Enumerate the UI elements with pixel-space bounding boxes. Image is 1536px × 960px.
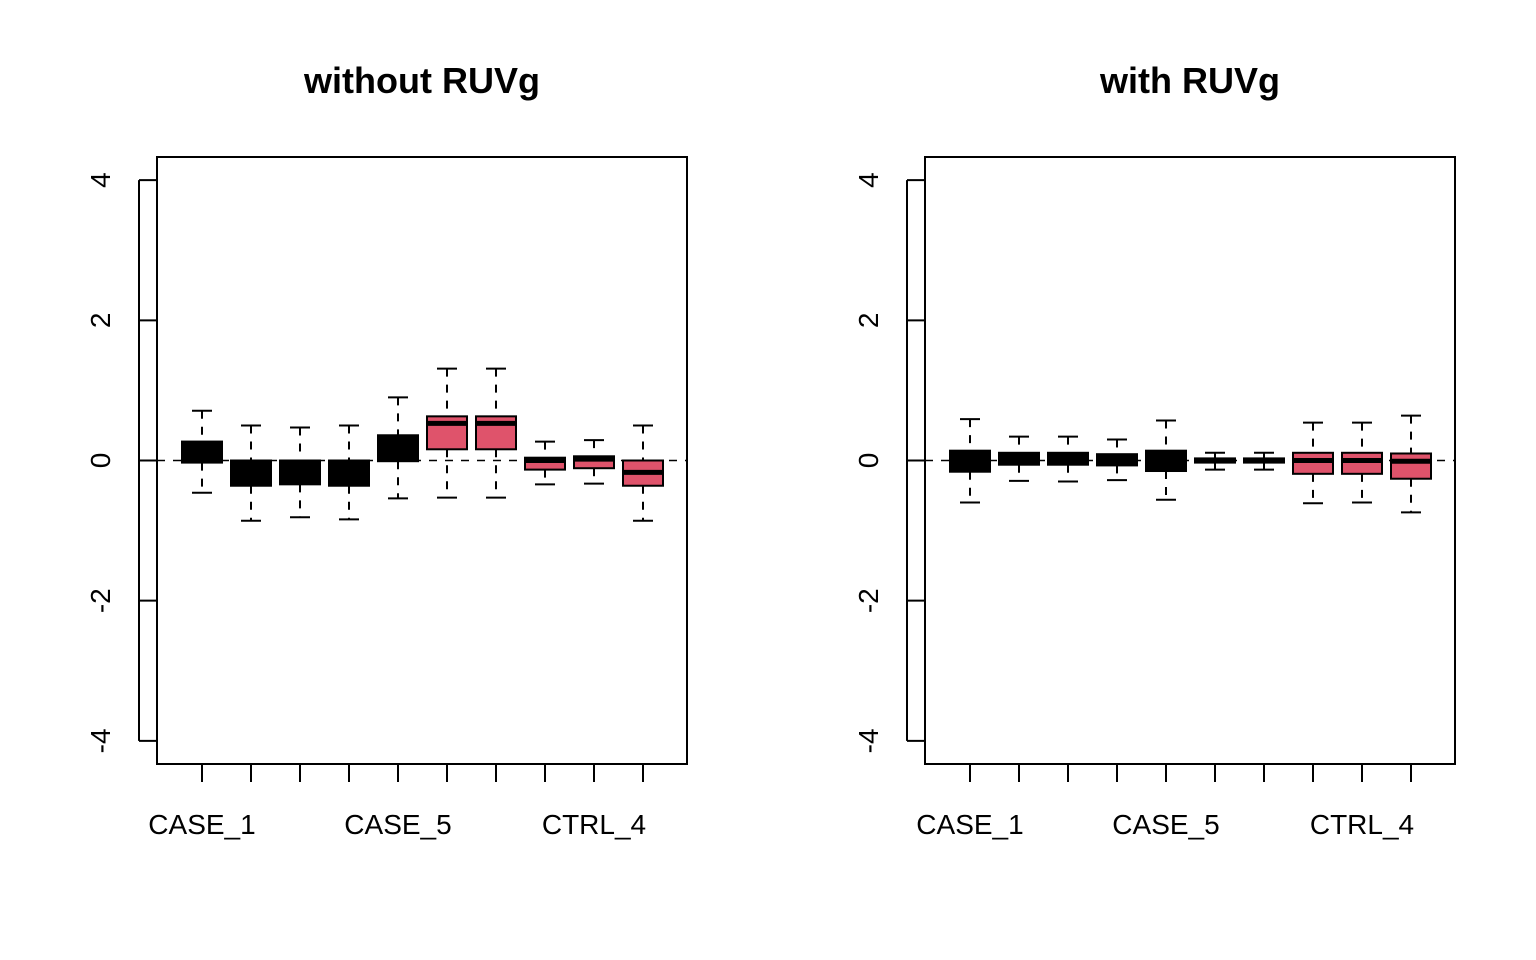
box-5 (1145, 419, 1187, 501)
y-tick-label: 0 (853, 453, 884, 469)
box-iqr (328, 459, 370, 487)
box-2 (998, 435, 1040, 482)
y-tick-label: -4 (85, 728, 116, 753)
box-iqr (524, 456, 566, 471)
box-2 (230, 424, 272, 522)
x-tick-label: CASE_1 (916, 809, 1023, 840)
box-iqr (230, 459, 272, 487)
box-iqr (573, 455, 615, 470)
y-tick-label: 4 (853, 172, 884, 188)
box-10 (622, 424, 664, 522)
box-iqr (1292, 451, 1334, 475)
x-tick-label: CTRL_4 (542, 809, 646, 840)
box-8 (1292, 421, 1334, 505)
box-9 (573, 439, 615, 485)
y-tick-label: -2 (853, 588, 884, 613)
box-9 (1341, 421, 1383, 504)
box-iqr (377, 434, 419, 463)
box-3 (1047, 435, 1089, 483)
box-7 (1243, 451, 1285, 471)
box-3 (279, 426, 321, 519)
y-tick-label: 0 (85, 453, 116, 469)
x-tick-label: CASE_5 (344, 809, 451, 840)
box-10 (1390, 414, 1432, 514)
y-tick-label: 2 (853, 313, 884, 329)
box-5 (377, 396, 419, 500)
y-tick-label: -2 (85, 588, 116, 613)
box-6 (426, 367, 468, 499)
box-6 (1194, 451, 1236, 471)
box-iqr (1390, 452, 1432, 480)
box-1 (949, 418, 991, 504)
panel-with-ruvg: with RUVg CASE_1 CASE_5 CTRL_4 -4 -2 0 2 4 (853, 60, 1456, 840)
box-iqr (279, 459, 321, 486)
panel-without-ruvg: without RUVg CASE_1 CASE_5 CTRL_4 -4 -2 0 2 4 (85, 60, 688, 840)
y-tick-label: 2 (85, 313, 116, 329)
y-tick-label: -4 (853, 728, 884, 753)
panel-title: without RUVg (303, 60, 540, 101)
x-tick-label: CTRL_4 (1310, 809, 1414, 840)
box-7 (475, 367, 517, 499)
y-tick-label: 4 (85, 172, 116, 188)
box-4 (1096, 438, 1138, 482)
x-tick-label: CASE_5 (1112, 809, 1219, 840)
box-8 (524, 440, 566, 486)
x-tick-label: CASE_1 (148, 809, 255, 840)
box-4 (328, 424, 370, 521)
box-iqr (1341, 451, 1383, 475)
box-1 (181, 409, 223, 494)
panel-title: with RUVg (1099, 60, 1280, 101)
